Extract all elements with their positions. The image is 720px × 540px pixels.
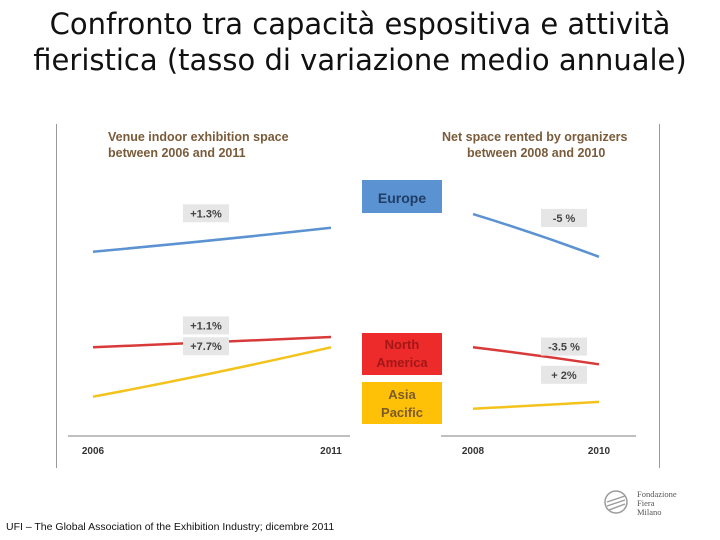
right-panel: Net space rented by organizers between 2… [441, 130, 636, 457]
right-x-tick-start: 2008 [462, 446, 485, 457]
right-rate-label-box-europe [541, 208, 587, 227]
left-series-line-asia-pacific [92, 346, 332, 398]
slide-title: Confronto tra capacità espositiva e atti… [33, 7, 687, 77]
legend-box-asia-pacific [362, 382, 442, 424]
right-series-line-north-america [472, 346, 600, 366]
left-x-tick-end: 2011 [320, 446, 342, 457]
fondazione-fiera-milano-logo-icon [604, 490, 628, 514]
right-rate-label-asia-pacific: + 2% [551, 370, 577, 382]
legend-label-north-america-line2: America [376, 355, 428, 370]
left-panel: Venue indoor exhibition space between 20… [68, 130, 350, 457]
legend-label-asia-pacific-line1: Asia [388, 387, 416, 402]
left-rate-label-box-north-america [183, 316, 229, 335]
logo-text-line1: Fondazione [637, 489, 677, 499]
logo-text-line2: Fiera [637, 498, 655, 508]
left-rate-label-north-america: +1.1% [190, 320, 222, 332]
right-panel-title-line2: between 2008 and 2010 [467, 146, 605, 160]
right-panel-title-line1: Net space rented by organizers [442, 130, 628, 144]
right-series-line-europe [472, 212, 600, 258]
left-rate-label-asia-pacific: +7.7% [190, 341, 222, 353]
left-rate-label-europe: +1.3% [190, 208, 222, 220]
left-panel-title-line1: Venue indoor exhibition space [108, 130, 289, 144]
left-panel-title-line2: between 2006 and 2011 [108, 146, 246, 160]
source-note: UFI – The Global Association of the Exhi… [6, 521, 335, 533]
right-x-tick-end: 2010 [588, 446, 611, 457]
chart-area: Venue indoor exhibition space between 20… [56, 124, 660, 468]
left-series-line-europe [92, 226, 332, 253]
legend-box-europe [362, 180, 442, 213]
logo-text-line3: Milano [637, 507, 662, 517]
legend-box-north-america [362, 333, 442, 375]
right-series-line-asia-pacific [472, 400, 600, 410]
legend-label-europe: Europe [378, 190, 426, 206]
right-rate-label-europe: -5 % [553, 213, 576, 225]
left-x-tick-start: 2006 [82, 446, 105, 457]
right-rate-label-box-asia-pacific [541, 365, 587, 384]
left-rate-label-box-asia-pacific [183, 337, 229, 356]
logo-text: Fondazione Fiera Milano [637, 490, 677, 517]
legend-label-asia-pacific-line2: Pacific [381, 405, 423, 420]
right-rate-label-box-north-america [541, 337, 587, 356]
left-rate-label-box-europe [183, 204, 229, 223]
right-rate-label-north-america: -3.5 % [548, 342, 580, 354]
legend-label-north-america-line1: North [385, 337, 420, 352]
legend: Europe North America Asia Pacific [362, 180, 442, 424]
